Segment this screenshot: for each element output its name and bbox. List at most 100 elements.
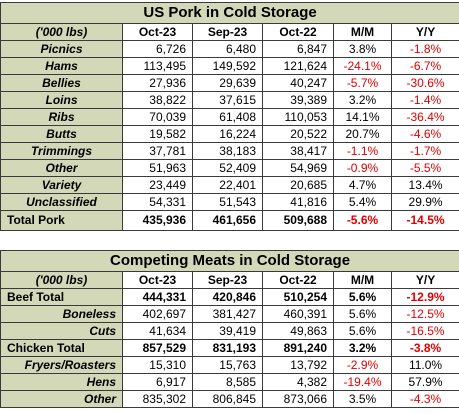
cell-oct22: 6,847: [262, 40, 334, 58]
pork-row: Loins 38,822 37,615 39,389 3.2% -1.4%: [0, 91, 459, 109]
pork-row: Hams 113,495 149,592 121,624 -24.1% -6.7%: [0, 57, 459, 75]
cell-mm: 3.8%: [333, 40, 392, 58]
chicken-total-row: Chicken Total 857,529 831,193 891,240 3.2% -3…: [0, 339, 459, 357]
cell-sep23: 15,763: [192, 356, 263, 374]
cell-oct23: 113,495: [122, 57, 193, 75]
row-label: Bellies: [0, 74, 123, 92]
cell-yy: -12.9%: [390, 288, 459, 306]
cell-oct23: 6,726: [122, 40, 193, 58]
cell-yy: -4.6%: [390, 125, 459, 143]
cell-yy: -3.8%: [390, 339, 459, 357]
beef-row: Boneless 402,697 381,427 460,391 5.6% -12.5%: [0, 305, 459, 323]
cell-mm: -0.9%: [333, 159, 392, 177]
cell-oct22: 509,688: [262, 210, 334, 231]
cell-oct22: 510,254: [262, 288, 334, 306]
cell-sep23: 149,592: [192, 57, 263, 75]
cell-oct23: 37,781: [122, 142, 193, 160]
cell-oct22: 4,382: [262, 373, 334, 391]
pork-row: Unclassified 54,331 51,543 41,816 5.4% 29.9%: [0, 193, 459, 211]
col-header-mm: M/M: [333, 23, 392, 41]
chicken-row: Fryers/Roasters 15,310 15,763 13,792 -2.9% 11…: [0, 356, 459, 374]
cell-oct22: 20,522: [262, 125, 334, 143]
cell-mm: -1.1%: [333, 142, 392, 160]
cell-yy: -1.8%: [390, 40, 459, 58]
cell-oct22: 40,247: [262, 74, 334, 92]
row-label: Boneless: [0, 305, 123, 323]
cell-sep23: 37,615: [192, 91, 263, 109]
meats-table-title: Competing Meats in Cold Storage: [0, 250, 459, 272]
cell-oct23: 15,310: [122, 356, 193, 374]
cell-yy: -1.4%: [390, 91, 459, 109]
col-header-oct22: Oct-22: [262, 271, 334, 289]
row-label: Chicken Total: [0, 339, 123, 357]
cell-oct22: 39,389: [262, 91, 334, 109]
cell-oct22: 460,391: [262, 305, 334, 323]
cell-mm: -5.6%: [333, 210, 392, 231]
cell-yy: 13.4%: [390, 176, 459, 194]
pork-row: Variety 23,449 22,401 20,685 4.7% 13.4%: [0, 176, 459, 194]
cell-oct22: 41,816: [262, 193, 334, 211]
col-header-oct23: Oct-23: [122, 23, 193, 41]
row-label: Loins: [0, 91, 123, 109]
cell-mm: 3.2%: [333, 91, 392, 109]
col-header-oct22: Oct-22: [262, 23, 334, 41]
row-label: Variety: [0, 176, 123, 194]
cell-yy: -14.5%: [390, 210, 459, 231]
cell-mm: 5.4%: [333, 193, 392, 211]
cell-sep23: 61,408: [192, 108, 263, 126]
pork-row: Bellies 27,936 29,639 40,247 -5.7% -30.6%: [0, 74, 459, 92]
cell-mm: -19.4%: [333, 373, 392, 391]
cell-oct23: 402,697: [122, 305, 193, 323]
cell-mm: -24.1%: [333, 57, 392, 75]
cell-yy: -12.5%: [390, 305, 459, 323]
pork-total-row: Total Pork 435,936 461,656 509,688 -5.6%…: [0, 210, 459, 231]
meats-header-row: ('000 lbs) Oct-23 Sep-23 Oct-22 M/M Y/Y: [0, 271, 459, 289]
cell-sep23: 38,183: [192, 142, 263, 160]
cell-oct23: 54,331: [122, 193, 193, 211]
row-label: Butts: [0, 125, 123, 143]
cell-sep23: 29,639: [192, 74, 263, 92]
row-label: Total Pork: [0, 210, 123, 231]
cell-yy: -30.6%: [390, 74, 459, 92]
cell-oct22: 891,240: [262, 339, 334, 357]
cell-yy: -16.5%: [390, 322, 459, 340]
cell-oct22: 38,417: [262, 142, 334, 160]
cell-mm: -5.7%: [333, 74, 392, 92]
unit-header: ('000 lbs): [0, 271, 123, 289]
pork-row: Butts 19,582 16,224 20,522 20.7% -4.6%: [0, 125, 459, 143]
cell-sep23: 8,585: [192, 373, 263, 391]
cell-mm: 3.5%: [333, 390, 392, 408]
pork-row: Trimmings 37,781 38,183 38,417 -1.1% -1.7%: [0, 142, 459, 160]
cell-yy: 29.9%: [390, 193, 459, 211]
row-label: Beef Total: [0, 288, 123, 306]
cell-oct23: 444,331: [122, 288, 193, 306]
cell-mm: -2.9%: [333, 356, 392, 374]
cell-yy: -6.7%: [390, 57, 459, 75]
cell-yy: 11.0%: [390, 356, 459, 374]
pork-row: Picnics 6,726 6,480 6,847 3.8% -1.8%: [0, 40, 459, 58]
row-label: Fryers/Roasters: [0, 356, 123, 374]
col-header-mm: M/M: [333, 271, 392, 289]
cell-mm: 5.6%: [333, 288, 392, 306]
row-label: Hens: [0, 373, 123, 391]
beef-row: Cuts 41,634 39,419 49,863 5.6% -16.5%: [0, 322, 459, 340]
cell-oct22: 873,066: [262, 390, 334, 408]
cell-oct23: 23,449: [122, 176, 193, 194]
cell-mm: 14.1%: [333, 108, 392, 126]
cell-sep23: 51,543: [192, 193, 263, 211]
pork-table: US Pork in Cold Storage ('000 lbs) Oct-2…: [0, 2, 459, 231]
cell-oct23: 19,582: [122, 125, 193, 143]
cell-yy: -36.4%: [390, 108, 459, 126]
row-label: Unclassified: [0, 193, 123, 211]
cell-mm: 5.6%: [333, 322, 392, 340]
cell-oct22: 121,624: [262, 57, 334, 75]
unit-header: ('000 lbs): [0, 23, 123, 41]
cell-oct23: 435,936: [122, 210, 193, 231]
cell-oct23: 38,822: [122, 91, 193, 109]
cell-oct23: 27,936: [122, 74, 193, 92]
cell-oct22: 54,969: [262, 159, 334, 177]
cell-oct22: 20,685: [262, 176, 334, 194]
row-label: Other: [0, 159, 123, 177]
col-header-sep23: Sep-23: [192, 23, 263, 41]
pork-table-title: US Pork in Cold Storage: [0, 2, 459, 24]
